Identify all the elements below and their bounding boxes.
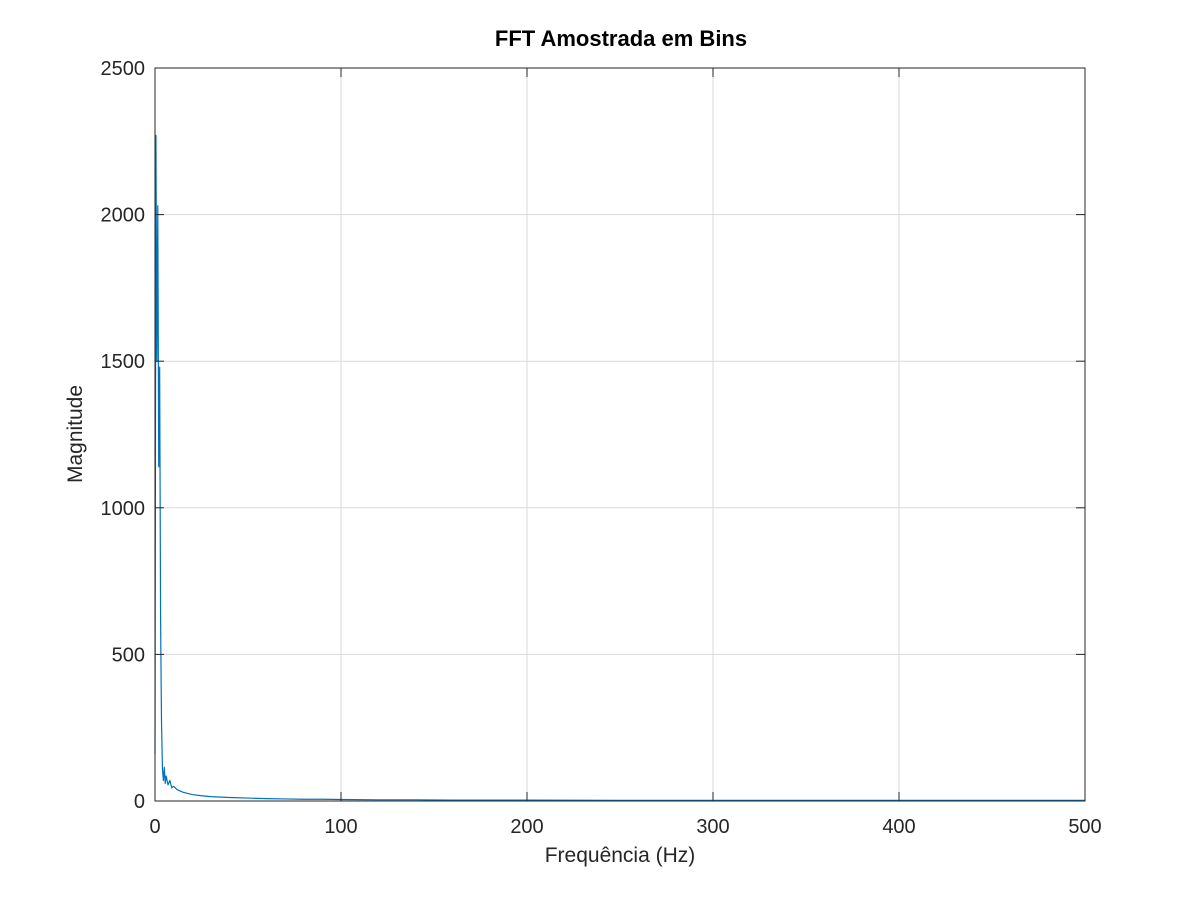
y-tick-label: 500 — [112, 644, 145, 666]
fft-magnitude-line — [154, 134, 1085, 802]
y-axis-label: Magnitude — [64, 385, 87, 483]
x-tick-label: 100 — [324, 816, 357, 838]
x-tick-label: 400 — [882, 816, 915, 838]
y-tick-label: 0 — [134, 791, 145, 813]
x-axis-label: Frequência (Hz) — [545, 844, 696, 867]
y-tick-label: 2000 — [101, 205, 146, 227]
ticks: 0 100 200 300 400 500 0 500 1000 1500 2000 2500 — [101, 58, 1102, 838]
axes-box — [154, 67, 1086, 802]
x-tick-label: 300 — [696, 816, 729, 838]
y-tick-label: 2500 — [101, 58, 146, 80]
x-tick-label: 200 — [510, 816, 543, 838]
series-layer — [154, 134, 1085, 802]
chart-title: FFT Amostrada em Bins — [495, 26, 747, 51]
x-tick-label: 0 — [149, 816, 160, 838]
y-tick-label: 1500 — [101, 351, 146, 373]
x-tick-label: 500 — [1068, 816, 1101, 838]
grid — [155, 68, 1085, 801]
y-tick-label: 1000 — [101, 498, 146, 520]
